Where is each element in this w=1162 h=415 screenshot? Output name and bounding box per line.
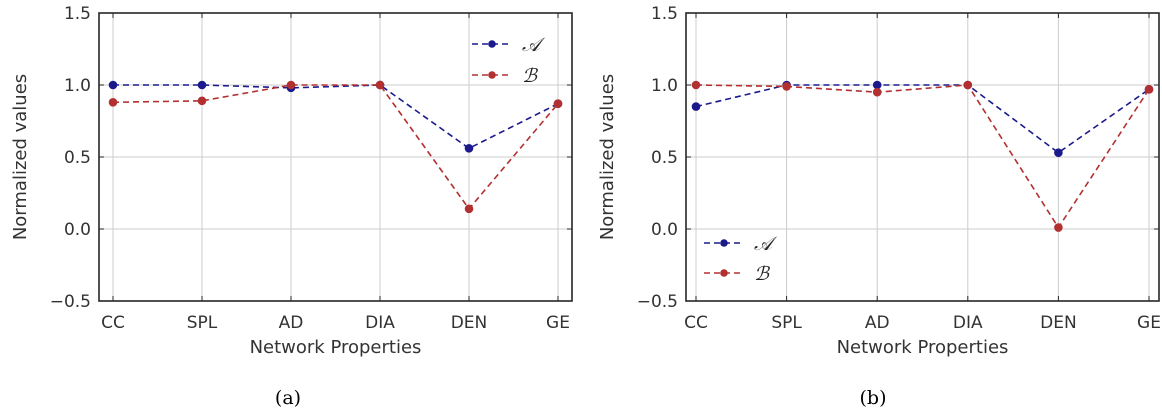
y-tick-label: 1.0 — [651, 76, 678, 96]
data-point — [197, 96, 207, 106]
data-point — [1054, 223, 1063, 232]
x-tick-label: DIA — [365, 313, 395, 333]
data-point — [464, 204, 474, 214]
x-tick-label: DIA — [953, 313, 983, 333]
y-tick-label: 0.0 — [64, 220, 91, 240]
data-point — [464, 144, 474, 153]
y-tick-label: 0.5 — [64, 148, 91, 168]
x-tick-label: DEN — [451, 313, 488, 333]
legend-label: ℬ — [754, 263, 771, 285]
y-tick-label: 1.0 — [64, 76, 91, 96]
y-tick-label: −0.5 — [50, 292, 91, 312]
legend-marker — [488, 40, 496, 48]
data-point — [782, 82, 791, 91]
x-axis-label: Network Properties — [250, 337, 422, 358]
data-point — [286, 80, 296, 90]
data-point — [963, 80, 973, 90]
x-axis-label: Network Properties — [837, 337, 1009, 358]
data-point — [108, 97, 118, 107]
legend-marker — [720, 239, 728, 247]
legend-marker — [720, 269, 728, 277]
x-tick-label: GE — [546, 313, 570, 333]
data-point — [553, 99, 563, 109]
y-axis-label: Normalized values — [597, 74, 618, 240]
chart-panel-a: −0.5 0.0 0.5 1.0 1.5 CC SPL AD DIA DEN GE Network P… — [10, 4, 573, 409]
y-tick-label: 0.0 — [651, 220, 678, 240]
x-tick-label: AD — [865, 313, 890, 333]
x-tick-label: AD — [279, 313, 304, 333]
chart-panel-b: −0.5 0.0 0.5 1.0 1.5 CC SPL AD DIA DEN GE Network P… — [597, 4, 1161, 409]
x-tick-label: CC — [684, 313, 708, 333]
x-tick-label: GE — [1137, 313, 1161, 333]
data-point — [197, 80, 207, 90]
data-point — [872, 80, 882, 90]
legend-marker — [488, 71, 496, 79]
panel-caption: (a) — [275, 387, 301, 409]
panel-caption: (b) — [860, 387, 887, 409]
x-tick-label: SPL — [187, 313, 218, 333]
series-line-0 — [695, 84, 1150, 154]
y-tick-label: 1.5 — [64, 4, 91, 24]
x-tick-label: CC — [101, 313, 125, 333]
series-line-1 — [695, 84, 1150, 230]
y-tick-label: 1.5 — [651, 4, 678, 24]
y-tick-label: −0.5 — [637, 292, 678, 312]
x-tick-label: SPL — [771, 313, 802, 333]
data-point — [691, 80, 701, 90]
data-point — [1144, 85, 1154, 94]
series-line-1 — [112, 84, 559, 211]
y-tick-label: 0.5 — [651, 148, 678, 168]
data-point — [1054, 148, 1063, 157]
y-axis-label: Normalized values — [10, 74, 31, 240]
series-line-0 — [113, 84, 559, 150]
x-tick-label: DEN — [1040, 313, 1077, 333]
legend-label: ℬ — [522, 65, 539, 87]
data-point — [108, 80, 118, 90]
data-point — [691, 102, 701, 111]
data-point — [872, 87, 882, 97]
data-point — [375, 80, 385, 90]
